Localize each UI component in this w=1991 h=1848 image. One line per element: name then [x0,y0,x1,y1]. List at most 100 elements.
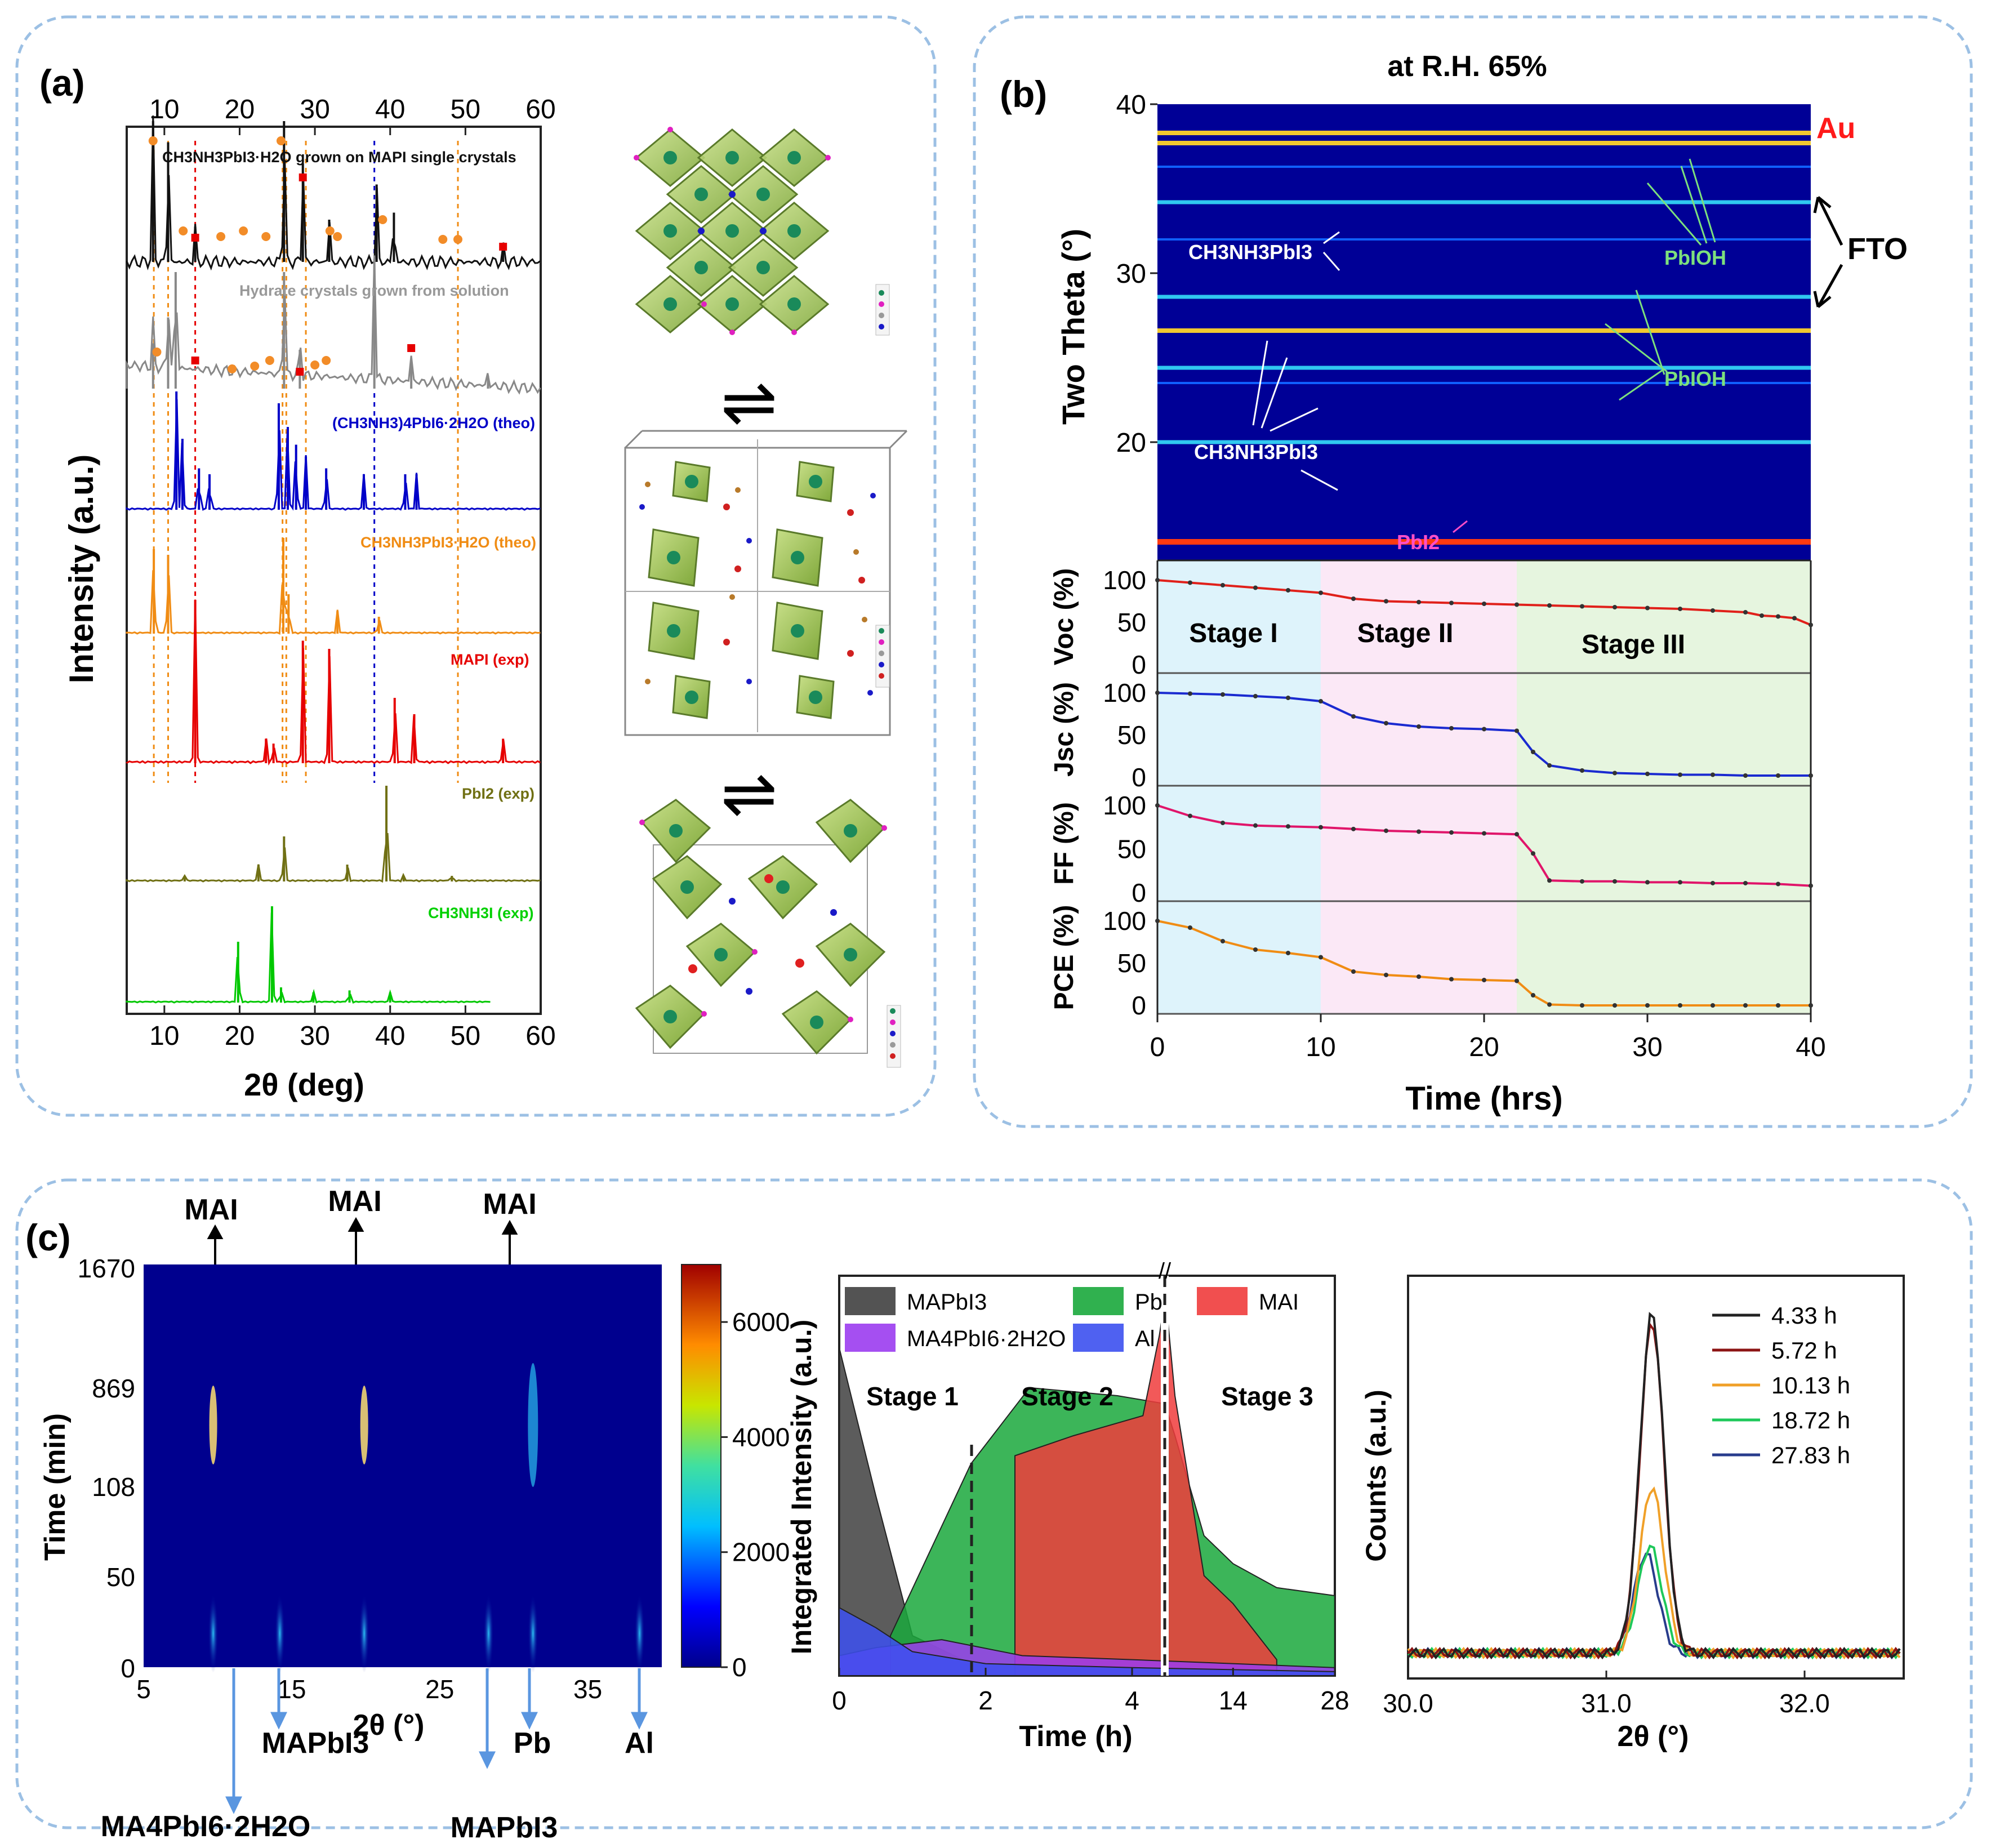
metric-point-0-10 [1482,602,1486,606]
metric-point-1-20 [1776,773,1780,778]
metric-point-3-20 [1776,1003,1780,1008]
a-marker-square-2 [499,243,507,251]
metric-point-2-20 [1776,881,1780,887]
panel-b-xticks: 0 10 20 30 40 [1150,1014,1826,1062]
metric-point-3-9 [1449,977,1454,982]
a-trace-5 [126,832,541,883]
a-trace-4 [126,599,541,766]
crystal-structure-bottom [635,799,887,1055]
mapi-label-1: CH3NH3PbI3 [1188,241,1312,264]
a-marker-dot-6 [325,226,335,235]
fto-arrow-1 [1813,196,1843,246]
metric-point-3-13 [1547,1002,1552,1007]
metric-point-1-11 [1515,728,1519,733]
pbioh-label-1: PbIOH [1664,246,1726,269]
top-label-mai-3: MAI [483,1188,536,1221]
map-xtick-3: 35 [573,1675,602,1704]
metric-ytick-0-0: 100 [1103,565,1146,595]
heatmap-yticks: 40 30 20 [1116,90,1157,458]
metric-ytick-2-0: 100 [1103,791,1146,820]
a-marker-square-3 [191,357,199,364]
metric-point-1-6 [1351,714,1356,719]
metric-ytick-1-1: 50 [1117,720,1146,750]
metric-point-2-21 [1809,883,1813,888]
metric-point-3-1 [1188,925,1192,930]
panel-a-top-ticks: 10 20 30 40 50 60 [149,95,556,135]
metric-point-2-14 [1580,879,1584,884]
metric-point-0-1 [1188,580,1192,585]
map-ytick-1: 869 [92,1374,135,1403]
area-xtick-3: 14 [1219,1686,1248,1715]
colorbar-ticks: 6000 4000 2000 0 [721,1307,790,1682]
metric-point-1-4 [1286,696,1290,700]
metric-point-1-14 [1580,768,1584,773]
metric-point-1-16 [1645,772,1650,776]
cbar-tick-3: 0 [732,1653,747,1682]
metric-point-0-11 [1515,602,1519,607]
metric-point-3-2 [1221,939,1225,943]
pbi2-label: PbI2 [1397,531,1440,554]
area-legend-label-2: MAI [1259,1290,1299,1315]
equilibrium-arrows-1: ⇌ [721,364,778,440]
map-xtick-2: 25 [425,1675,454,1704]
map-streak-bottom-0 [208,1594,219,1673]
map-streak-bottom-4 [528,1594,538,1673]
metric-point-3-4 [1286,951,1290,955]
area-legend-swatch-1 [1073,1287,1124,1315]
bottom-label-al: Al [625,1727,654,1760]
map-xlabel: 2θ (°) [353,1709,425,1742]
pbi2-pointer [1453,520,1468,533]
map-yticks: 1670 869 108 50 0 [78,1254,135,1683]
stage-bg-2 [1517,560,1811,1014]
a-marker-dot-b-2 [250,362,260,371]
metric-point-0-14 [1613,605,1617,609]
area-legend-swatch-3 [845,1324,896,1352]
a-marker-square-4 [296,368,304,376]
metric-point-1-0 [1155,691,1160,695]
panel-b-xlabel: Time (hrs) [1405,1080,1562,1117]
area-legend-label-0: MAPbI3 [907,1290,987,1315]
map-xtick-1: 15 [277,1675,306,1704]
b-xtick-0: 0 [1150,1032,1165,1062]
metric-ytick-2-1: 50 [1117,835,1146,864]
a-top-tick-1: 20 [225,95,255,124]
metric-ytick-0-1: 50 [1117,608,1146,637]
a-top-tick-3: 40 [375,95,405,124]
metric-point-0-8 [1417,600,1421,604]
metric-point-3-21 [1809,1003,1813,1008]
metric-point-2-13 [1547,878,1552,883]
metric-point-0-16 [1678,607,1682,611]
peak-xticks: 30.0 31.0 32.0 [1383,1671,1830,1718]
a-annot-4: MAPI (exp) [451,651,529,668]
metric-ytick-3-2: 0 [1132,991,1146,1020]
bottom-arrows [225,1668,648,1814]
a-marker-dot-3 [239,226,248,235]
metric-label-1: Jsc (%) [1049,682,1079,777]
heat-band-4 [1157,238,1811,241]
a-marker-dot-0 [148,136,158,145]
metric-point-3-10 [1482,978,1486,982]
peak-legend-label-4: 27.83 h [1771,1442,1850,1468]
a-top-tick-5: 60 [525,95,555,124]
metric-point-1-15 [1613,771,1617,776]
stage-2-label: Stage II [1357,618,1454,648]
metric-ytick-1-0: 100 [1103,678,1146,707]
stage-3-label: Stage III [1582,630,1685,660]
metric-point-0-19 [1760,613,1764,618]
area-legend-label-4: Al [1135,1326,1155,1351]
heat-band-9 [1157,440,1811,444]
metric-point-0-2 [1221,583,1225,587]
crystal-structure-middle [624,430,908,736]
a-bottom-tick-5: 60 [525,1021,555,1051]
b-xtick-2: 20 [1469,1032,1499,1062]
peak-xtick-0: 30.0 [1383,1689,1433,1718]
metric-point-0-5 [1319,590,1323,595]
map-streak-bottom-2 [359,1594,369,1673]
metric-point-3-7 [1384,973,1388,977]
area-ylabel: Integrated Intensity (a.u.) [786,1320,817,1655]
bottom-label-mapi-1: MAPbI3 [262,1727,369,1760]
metric-point-3-15 [1613,1003,1617,1008]
metric-point-0-7 [1384,599,1388,604]
map-streak-bottom-3 [483,1594,494,1673]
au-label: Au [1816,112,1855,145]
